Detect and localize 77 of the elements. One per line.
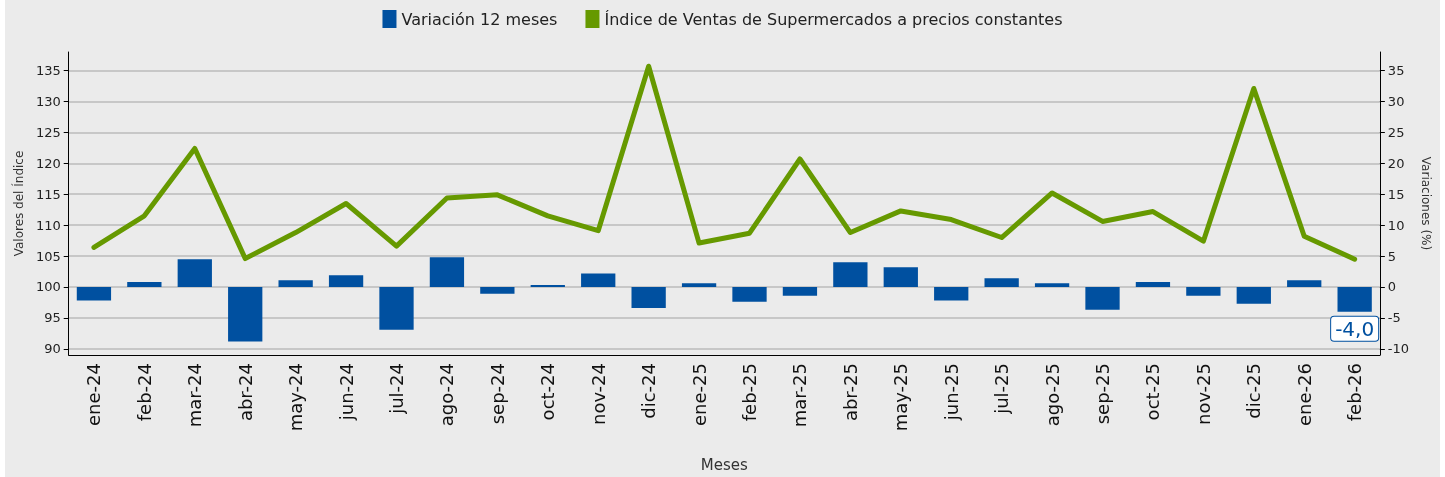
- x-tick-label: ago-25: [1041, 363, 1063, 427]
- x-tick-label: ene-25: [688, 363, 710, 426]
- bar: [1135, 282, 1171, 287]
- y2-tick-label: 35: [1387, 63, 1405, 79]
- bar: [984, 278, 1019, 287]
- x-tick-label: sep-25: [1092, 363, 1114, 425]
- bar: [934, 286, 969, 301]
- bar: [177, 259, 212, 287]
- y-tick-label: 130: [35, 93, 61, 109]
- y2-tick-label: -5: [1387, 310, 1401, 326]
- x-tick-label: oct-24: [537, 363, 559, 421]
- bar: [127, 282, 162, 287]
- y2-axis-title: Variaciones (%): [1419, 156, 1433, 251]
- x-tick-label: mar-25: [789, 363, 811, 428]
- x-tick-label: dic-24: [638, 363, 660, 419]
- data-label: -4,0: [1335, 316, 1375, 341]
- x-tick-label: feb-26: [1344, 363, 1366, 422]
- bar: [782, 286, 818, 296]
- bar: [76, 286, 112, 301]
- bar: [228, 286, 263, 342]
- bar: [429, 257, 465, 287]
- bar: [1236, 286, 1271, 304]
- x-tick-label: nov-24: [587, 363, 609, 425]
- y2-tick-label: 5: [1387, 248, 1397, 264]
- y-tick-label: 135: [35, 63, 61, 79]
- legend-label: Índice de Ventas de Supermercados a precios constantes: [604, 9, 1063, 29]
- bar: [1337, 286, 1372, 312]
- bar: [1034, 283, 1070, 287]
- bar: [1085, 286, 1120, 310]
- bar: [379, 286, 414, 330]
- bar: [883, 267, 918, 287]
- x-tick-label: nov-25: [1192, 363, 1214, 425]
- x-tick-label: jul-24: [386, 363, 407, 415]
- x-tick-label: jun-25: [940, 363, 962, 422]
- bar: [1186, 286, 1221, 296]
- x-tick-label: ene-26: [1293, 363, 1315, 426]
- bar: [631, 286, 666, 308]
- y-tick-label: 90: [44, 341, 61, 357]
- x-tick-label: ene-24: [83, 363, 105, 426]
- y2-tick-label: 30: [1387, 93, 1405, 109]
- y-axis-title: Valores del Índice: [11, 150, 26, 257]
- x-axis-title: Meses: [700, 455, 748, 474]
- bar: [480, 286, 515, 294]
- y2-tick-label: 20: [1387, 155, 1405, 171]
- x-tick-label: dic-25: [1243, 363, 1265, 419]
- y-tick-label: 100: [35, 279, 61, 295]
- bar: [732, 286, 767, 302]
- y-tick-label: 115: [35, 186, 61, 202]
- y-tick-label: 125: [35, 124, 61, 140]
- y-tick-label: 95: [44, 310, 61, 326]
- x-tick-label: may-24: [285, 363, 307, 432]
- y-tick-label: 110: [35, 217, 61, 233]
- y-tick-label: 105: [35, 248, 61, 264]
- y2-tick-label: 25: [1387, 124, 1405, 140]
- x-tick-label: abr-25: [839, 363, 861, 422]
- x-tick-label: feb-24: [133, 363, 155, 422]
- x-tick-label: abr-24: [234, 363, 256, 422]
- y2-tick-label: 10: [1387, 217, 1405, 233]
- bar: [581, 273, 616, 287]
- bar: [328, 275, 364, 287]
- x-tick-label: jun-24: [335, 363, 357, 422]
- x-tick-label: oct-25: [1142, 363, 1164, 421]
- bar: [278, 280, 313, 287]
- legend-label: Variación 12 meses: [401, 9, 558, 29]
- bar: [1287, 280, 1322, 287]
- bar: [681, 283, 717, 287]
- x-tick-label: may-25: [890, 363, 912, 432]
- y-tick-label: 120: [35, 155, 61, 171]
- y2-tick-label: 0: [1387, 279, 1397, 295]
- x-tick-label: mar-24: [184, 363, 206, 428]
- bar: [833, 262, 868, 287]
- x-tick-label: sep-24: [486, 363, 508, 425]
- y2-tick-label: 15: [1387, 186, 1405, 202]
- x-tick-label: ago-24: [436, 363, 458, 427]
- x-tick-label: feb-25: [739, 363, 760, 422]
- x-tick-label: jul-25: [991, 363, 1013, 415]
- y2-tick-label: -10: [1387, 341, 1410, 357]
